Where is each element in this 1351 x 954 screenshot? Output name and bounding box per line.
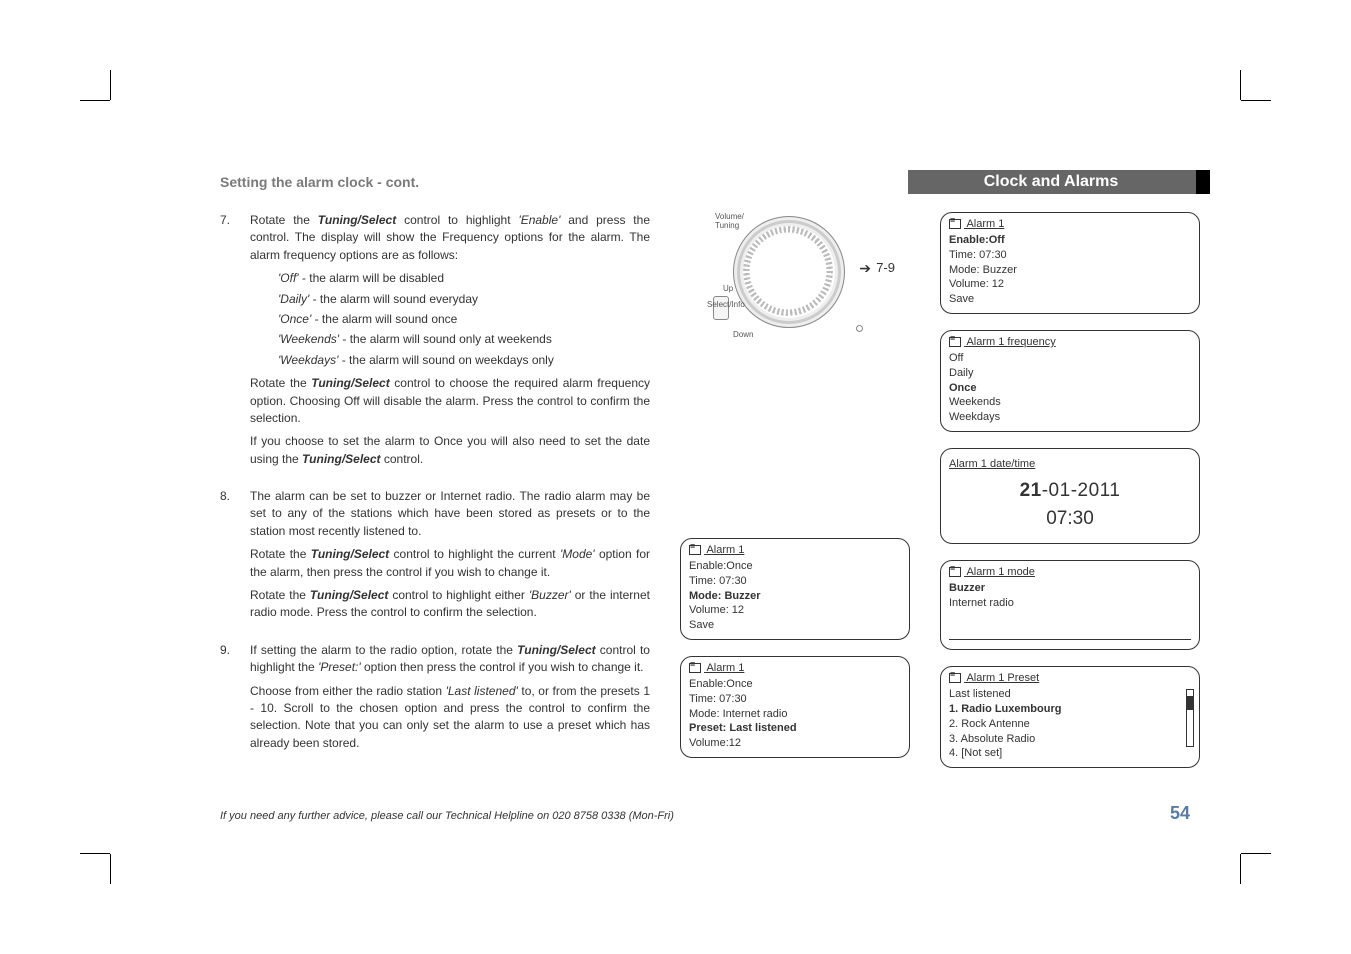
step-number: 7. <box>220 212 238 474</box>
dial-label-info: Select/Info <box>707 300 745 309</box>
alarm-list-icon <box>949 673 961 683</box>
dial-label-down: Down <box>733 330 753 339</box>
dial-label-volume: Volume/Tuning <box>715 212 744 230</box>
step-paragraph: If you choose to set the alarm to Once y… <box>250 433 650 468</box>
dial-dot <box>856 325 863 332</box>
lcd-title: Alarm 1 Preset <box>949 671 1039 686</box>
step-paragraph: The alarm can be set to buzzer or Intern… <box>250 488 650 540</box>
lcd-title: Alarm 1 mode <box>949 565 1035 580</box>
dial-label-up: Up <box>723 284 733 293</box>
option-item: 'Daily' - the alarm will sound everyday <box>278 291 650 308</box>
lcd-row: Buzzer <box>949 581 1191 596</box>
lcd-title: Alarm 1 <box>689 661 744 676</box>
lcd-row: Time: 07:30 <box>949 248 1191 263</box>
far-graphics: Alarm 1Enable:OffTime: 07:30Mode: Buzzer… <box>940 212 1200 784</box>
lcd-row: Mode: Internet radio <box>689 707 901 722</box>
crop-mark <box>1231 70 1271 110</box>
lcd-row: Internet radio <box>949 596 1191 611</box>
lcd-row: Weekends <box>949 395 1191 410</box>
section-banner: Clock and Alarms <box>908 170 1200 194</box>
lcd-screen: Alarm 1Enable:OffTime: 07:30Mode: Buzzer… <box>940 212 1200 314</box>
page-number: 54 <box>1170 803 1190 824</box>
option-item: 'Off' - the alarm will be disabled <box>278 270 650 287</box>
step-paragraph: Rotate the Tuning/Select control to high… <box>250 546 650 581</box>
lcd-row: Weekdays <box>949 410 1191 425</box>
lcd-row: Preset: Last listened <box>689 721 901 736</box>
step-paragraph: If setting the alarm to the radio option… <box>250 642 650 677</box>
lcd-divider <box>949 639 1191 640</box>
step-body: If setting the alarm to the radio option… <box>250 642 650 758</box>
graphics-column: Volume/Tuning Up Select/Info Down ➔ 7-9 … <box>680 212 1200 784</box>
alarm-list-icon <box>689 545 701 555</box>
lcd-title: Alarm 1 date/time <box>949 457 1191 472</box>
lcd-row: Daily <box>949 366 1191 381</box>
lcd-row: 1. Radio Luxembourg <box>949 702 1183 717</box>
step-paragraph: Rotate the Tuning/Select control to high… <box>250 212 650 264</box>
lcd-screen: Alarm 1 frequencyOffDailyOnceWeekendsWee… <box>940 330 1200 432</box>
instruction-step: 7.Rotate the Tuning/Select control to hi… <box>220 212 650 474</box>
lcd-screen: Alarm 1Enable:OnceTime: 07:30Mode: Inter… <box>680 656 910 758</box>
crop-mark <box>1231 844 1271 884</box>
lcd-row: 3. Absolute Radio <box>949 732 1183 747</box>
lcd-row: Volume: 12 <box>949 277 1191 292</box>
crop-mark <box>80 70 120 110</box>
option-list: 'Off' - the alarm will be disabled 'Daily… <box>250 270 650 369</box>
lcd-datetime: Alarm 1 date/time 21-01-2011 07:30 <box>940 448 1200 544</box>
lcd-date: 21-01-2011 <box>949 478 1191 504</box>
lcd-row: Time: 07:30 <box>689 574 901 589</box>
lcd-screen: Alarm 1Enable:OnceTime: 07:30Mode: Buzze… <box>680 538 910 640</box>
step-paragraph: Rotate the Tuning/Select control to choo… <box>250 375 650 427</box>
tuning-dial-diagram: Volume/Tuning Up Select/Info Down ➔ 7-9 <box>715 212 865 342</box>
lcd-row: Enable:Once <box>689 559 901 574</box>
lcd-title: Alarm 1 <box>949 217 1004 232</box>
lcd-row: 2. Rock Antenne <box>949 717 1183 732</box>
step-number: 8. <box>220 488 238 628</box>
lcd-row: Once <box>949 381 1191 396</box>
page-content: Setting the alarm clock - cont. Clock an… <box>220 170 1200 784</box>
lcd-row: Enable:Once <box>689 677 901 692</box>
lcd-screen: Alarm 1 PresetLast listened1. Radio Luxe… <box>940 666 1200 768</box>
lcd-scrollbar <box>1186 689 1194 747</box>
lcd-row: Off <box>949 351 1191 366</box>
instructions-column: 7.Rotate the Tuning/Select control to hi… <box>220 212 650 784</box>
lcd-row: Enable:Off <box>949 233 1191 248</box>
step-number: 9. <box>220 642 238 758</box>
lcd-row: Volume:12 <box>689 736 901 751</box>
helpline-text: If you need any further advice, please c… <box>220 810 674 822</box>
lcd-screen: Alarm 1 modeBuzzerInternet radio <box>940 560 1200 650</box>
section-title: Setting the alarm clock - cont. <box>220 174 419 190</box>
option-item: 'Weekdays' - the alarm will sound on wee… <box>278 352 650 369</box>
alarm-list-icon <box>689 663 701 673</box>
instruction-step: 8.The alarm can be set to buzzer or Inte… <box>220 488 650 628</box>
mid-graphics: Volume/Tuning Up Select/Info Down ➔ 7-9 … <box>680 212 910 784</box>
lcd-row: Mode: Buzzer <box>949 263 1191 278</box>
step-paragraph: Choose from either the radio station 'La… <box>250 683 650 753</box>
page-footer: If you need any further advice, please c… <box>220 803 1190 824</box>
alarm-list-icon <box>949 567 961 577</box>
lcd-time: 07:30 <box>949 506 1191 532</box>
lcd-row: Mode: Buzzer <box>689 589 901 604</box>
option-item: 'Once' - the alarm will sound once <box>278 311 650 328</box>
step-paragraph: Rotate the Tuning/Select control to high… <box>250 587 650 622</box>
lcd-row: Volume: 12 <box>689 603 901 618</box>
lcd-row: Save <box>689 618 901 633</box>
lcd-title: Alarm 1 frequency <box>949 335 1056 350</box>
option-item: 'Weekends' - the alarm will sound only a… <box>278 331 650 348</box>
step-body: Rotate the Tuning/Select control to high… <box>250 212 650 474</box>
dial-step-range: 7-9 <box>876 260 895 275</box>
dial-arrow-icon: ➔ <box>859 260 871 277</box>
instruction-step: 9. If setting the alarm to the radio opti… <box>220 642 650 758</box>
lcd-row: Time: 07:30 <box>689 692 901 707</box>
lcd-row: 4. [Not set] <box>949 746 1183 761</box>
lcd-row: Last listened <box>949 687 1183 702</box>
alarm-list-icon <box>949 337 961 347</box>
alarm-list-icon <box>949 219 961 229</box>
step-body: The alarm can be set to buzzer or Intern… <box>250 488 650 628</box>
content-columns: 7.Rotate the Tuning/Select control to hi… <box>220 212 1200 784</box>
lcd-row: Save <box>949 292 1191 307</box>
crop-mark <box>80 844 120 884</box>
header-row: Setting the alarm clock - cont. Clock an… <box>220 170 1200 194</box>
lcd-title: Alarm 1 <box>689 543 744 558</box>
